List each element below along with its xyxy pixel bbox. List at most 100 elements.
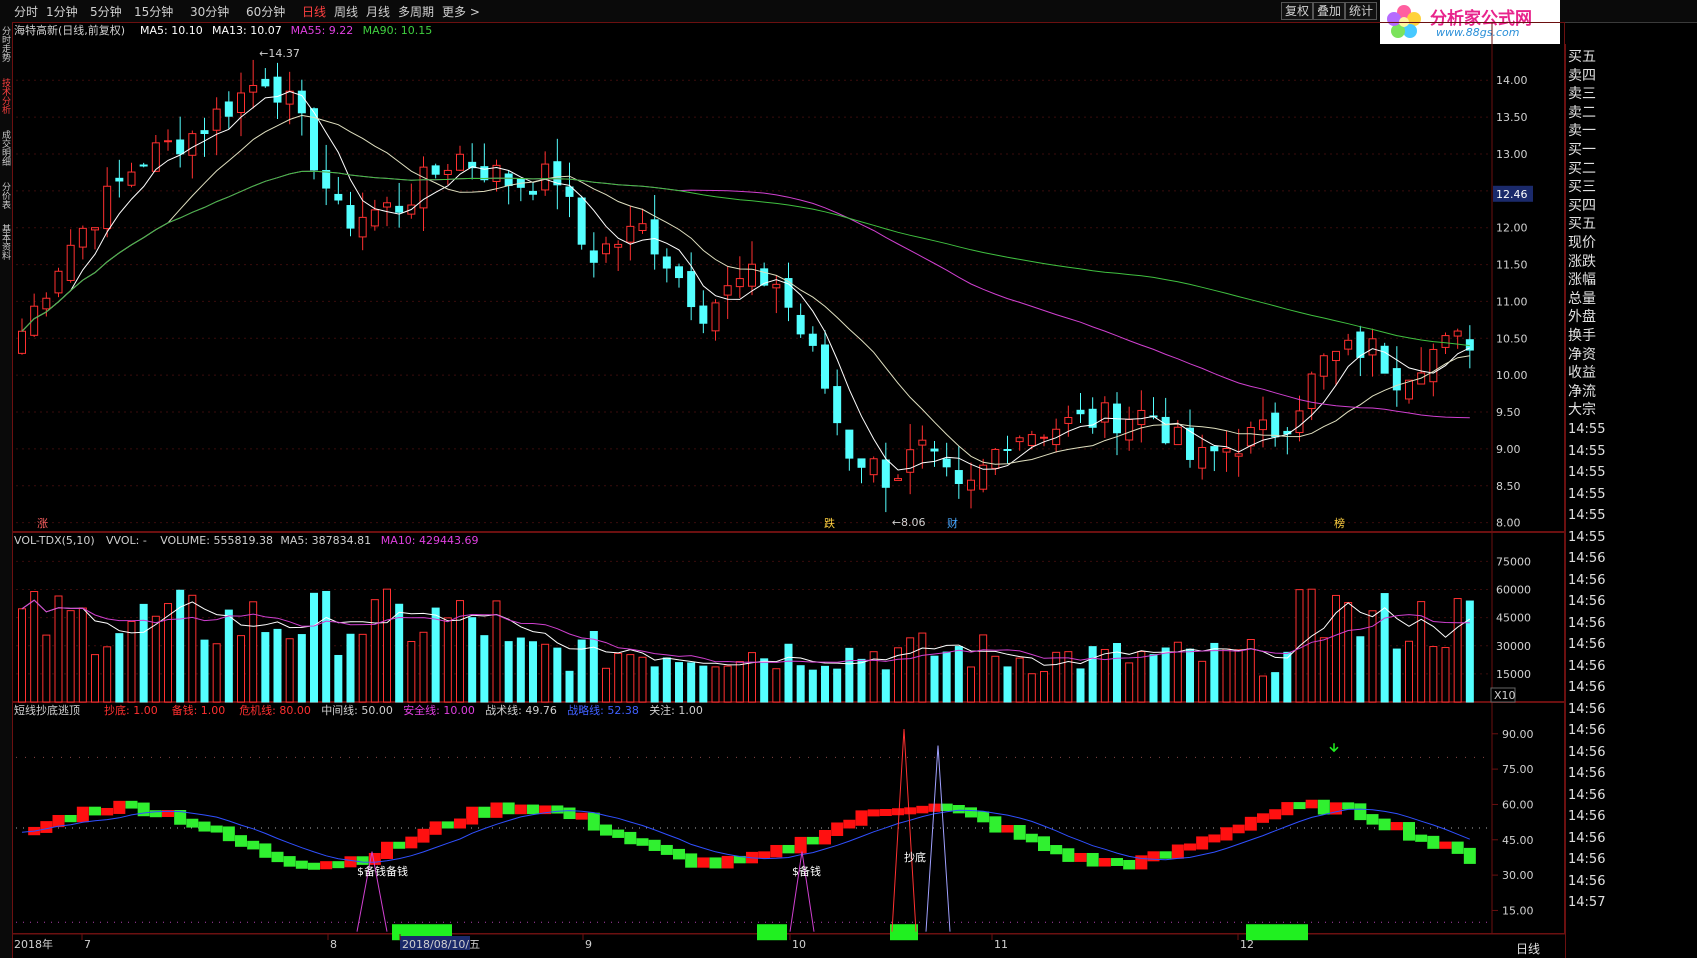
period-tab-8[interactable]: 月线 <box>366 5 391 19</box>
quote-row-label: 卖一 <box>1568 123 1596 140</box>
candle-body <box>66 244 75 281</box>
candle-body <box>1210 446 1219 452</box>
candle-body <box>1319 355 1328 377</box>
volume-bar <box>1198 660 1207 703</box>
candle-body <box>346 205 355 229</box>
candle-body <box>504 173 513 187</box>
oscillator-block <box>1159 851 1172 859</box>
volume-bar <box>1040 671 1048 703</box>
period-tab-1[interactable]: 1分钟 <box>46 5 78 19</box>
candle-body <box>833 386 842 424</box>
signal-spike <box>356 851 388 932</box>
volume-bar <box>480 635 489 703</box>
volume-bar <box>334 654 343 703</box>
volume-bar <box>699 665 708 703</box>
volume-bar <box>358 633 367 703</box>
oscillator-block <box>1038 836 1050 852</box>
indicator-y-tick: 75.00 <box>1502 763 1534 776</box>
toolbar-button-2[interactable]: 统计 <box>1345 2 1378 20</box>
oscillator-block <box>308 862 320 870</box>
volume-bar <box>18 608 26 703</box>
price-y-tick: 11.00 <box>1496 295 1528 308</box>
period-tab-9[interactable]: 多周期 <box>398 5 435 19</box>
volume-bar <box>139 603 148 703</box>
oscillator-block <box>1390 822 1403 831</box>
buy-zone-bar <box>890 924 918 941</box>
oscillator-block <box>660 844 673 855</box>
candle-body <box>735 278 744 288</box>
volume-bar <box>1100 648 1109 703</box>
oscillator-block <box>393 841 406 849</box>
date-axis-label: 12 <box>1240 938 1254 951</box>
candle-body <box>1405 379 1413 400</box>
tick-time: 14:55 <box>1568 443 1606 459</box>
indicator-item-3: 中间线: 50.00 <box>321 703 393 717</box>
period-tab-6[interactable]: 日线 <box>302 5 327 19</box>
volume-panel-title: VOL-TDX(5,10) <box>14 534 95 547</box>
period-tab-4[interactable]: 30分钟 <box>190 5 230 19</box>
left-tab-1[interactable]: 技术分析 <box>0 78 10 114</box>
period-tab-7[interactable]: 周线 <box>334 5 359 19</box>
left-tab-4[interactable]: 基本资料 <box>0 224 10 260</box>
candle-body <box>249 84 258 93</box>
period-tab-5[interactable]: 60分钟 <box>246 5 286 19</box>
oscillator-block <box>247 840 260 850</box>
left-tab-3[interactable]: 分价表 <box>0 182 10 209</box>
signal-spike <box>891 729 917 932</box>
ma-label-0: MA5: 10.10 <box>140 24 203 37</box>
volume-bar <box>918 632 927 703</box>
oscillator-block <box>1111 858 1123 866</box>
left-tab-0[interactable]: 分时走势 <box>0 26 10 62</box>
candle-body <box>273 76 282 103</box>
oscillator-block <box>514 804 527 815</box>
oscillator-block <box>648 839 661 851</box>
period-tab-0[interactable]: 分时 <box>14 5 39 19</box>
oscillator-block <box>575 812 588 820</box>
left-tab-2[interactable]: 成交明细 <box>0 130 10 166</box>
candle-body <box>894 478 902 481</box>
period-tab-2[interactable]: 5分钟 <box>90 5 122 19</box>
volume-bar <box>370 599 379 703</box>
signal-spike <box>925 745 951 932</box>
candle-body <box>468 161 477 169</box>
volume-item-3: MA10: 429443.69 <box>381 534 479 547</box>
candle-body <box>139 164 148 167</box>
volume-bar <box>748 652 756 703</box>
oscillator-block <box>1196 836 1209 850</box>
candle-body <box>1441 335 1450 348</box>
oscillator-block <box>721 855 734 869</box>
candle-body <box>419 166 428 209</box>
date-cursor-box <box>400 936 470 950</box>
candle-body <box>626 225 635 243</box>
oscillator-block <box>368 852 381 865</box>
oscillator-block <box>149 810 162 818</box>
tick-time: 14:56 <box>1568 615 1606 631</box>
period-tab-10[interactable]: 更多 > <box>442 5 480 19</box>
volume-bar <box>991 655 1000 703</box>
oscillator-block <box>1184 843 1196 851</box>
period-tab-3[interactable]: 15分钟 <box>134 5 174 19</box>
volume-ma10-line <box>21 599 1470 663</box>
candle-body <box>784 278 793 308</box>
oscillator-block <box>235 835 247 847</box>
volume-bar <box>1319 637 1328 703</box>
price-y-tick: 10.50 <box>1496 332 1528 345</box>
toolbar-button-1[interactable]: 叠加 <box>1313 2 1346 20</box>
oscillator-block <box>490 802 503 818</box>
candle-body <box>395 205 404 213</box>
toolbar-button-0[interactable]: 复权 <box>1281 2 1314 20</box>
volume-bar <box>1332 594 1340 703</box>
oscillator-block <box>1098 858 1111 867</box>
candle-body <box>176 139 185 155</box>
oscillator-block <box>125 800 138 809</box>
volume-bar <box>468 617 477 703</box>
oscillator-block <box>1451 841 1464 854</box>
oscillator-block <box>673 848 685 860</box>
candle-body <box>979 464 988 490</box>
candle-body <box>1295 410 1304 433</box>
volume-bar <box>237 635 245 703</box>
candle-body <box>541 163 550 191</box>
price-y-tick: 11.50 <box>1496 259 1528 272</box>
volume-bar <box>821 665 829 703</box>
oscillator-block <box>137 802 150 817</box>
